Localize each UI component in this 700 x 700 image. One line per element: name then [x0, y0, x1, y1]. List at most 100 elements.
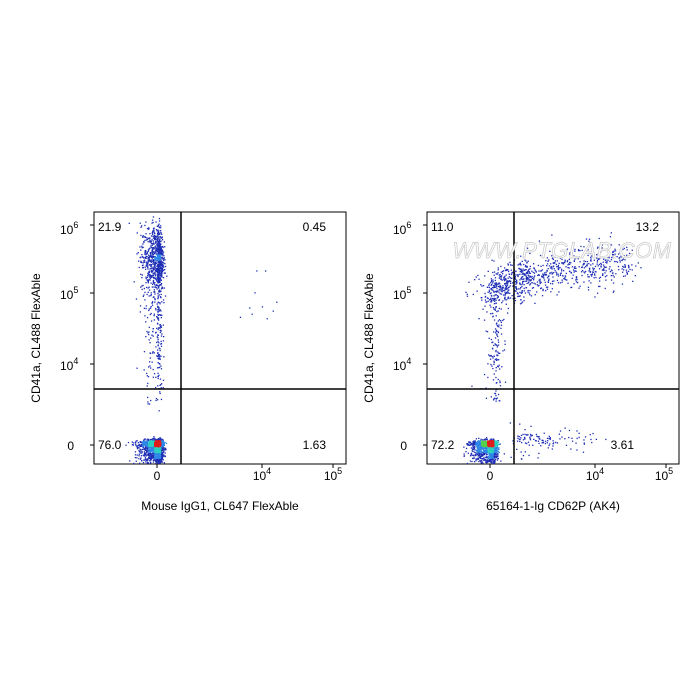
event-dot: [546, 442, 548, 444]
event-dot: [148, 333, 150, 336]
event-dot: [590, 252, 593, 254]
event-dot: [153, 439, 155, 441]
event-dot: [157, 340, 159, 343]
event-dot: [533, 267, 535, 270]
event-dot: [158, 259, 161, 261]
event-dot: [153, 352, 155, 354]
event-dot: [154, 455, 156, 457]
event-dot: [161, 270, 163, 273]
event-dot: [529, 284, 531, 286]
event-dot: [162, 253, 164, 255]
event-dot: [138, 453, 140, 455]
event-dot: [558, 262, 560, 264]
event-dot: [507, 296, 509, 298]
event-dot: [160, 274, 163, 276]
event-dot: [150, 235, 153, 237]
event-dot: [152, 280, 155, 283]
event-dot: [144, 250, 146, 252]
event-dot: [519, 270, 521, 273]
event-dot: [500, 278, 502, 280]
event-dot: [504, 283, 507, 285]
event-dot: [559, 430, 562, 432]
event-dot: [556, 279, 559, 282]
event-dot: [164, 259, 166, 261]
event-dot: [463, 453, 465, 455]
event-dot: [574, 258, 576, 260]
event-dot: [613, 276, 615, 278]
event-dot: [160, 252, 162, 254]
event-dot: [152, 328, 154, 330]
event-dot: [472, 448, 474, 450]
event-dot: [150, 462, 152, 464]
event-dot: [143, 448, 145, 450]
event-dot: [521, 292, 523, 294]
event-dot: [163, 455, 165, 457]
event-dot: [494, 453, 496, 455]
event-dot: [524, 274, 526, 276]
event-dot: [520, 255, 522, 257]
event-dot: [503, 453, 505, 455]
event-dot: [542, 442, 545, 444]
event-dot: [504, 340, 506, 342]
event-dot: [152, 368, 154, 371]
event-dot: [551, 257, 554, 259]
event-dot: [162, 459, 164, 461]
event-dot: [534, 294, 536, 296]
event-dot: [149, 445, 152, 447]
event-dot: [140, 256, 142, 258]
event-dot: [479, 457, 481, 459]
event-dot: [151, 438, 153, 440]
event-dot: [536, 284, 538, 286]
event-dot: [149, 443, 151, 445]
event-dot: [141, 441, 143, 443]
event-dot: [140, 249, 142, 251]
event-dot: [154, 450, 156, 452]
event-dot: [156, 367, 159, 369]
event-dot: [556, 442, 559, 444]
event-dot: [156, 270, 158, 272]
event-dot: [147, 446, 149, 448]
event-dot: [610, 232, 612, 234]
event-dot: [508, 273, 511, 275]
event-dot: [156, 448, 158, 451]
event-dot: [143, 241, 145, 244]
event-dot: [145, 255, 147, 258]
event-dot: [156, 256, 158, 259]
event-dot: [490, 338, 493, 341]
event-dot: [596, 254, 598, 256]
event-dot: [622, 271, 624, 273]
event-dot: [469, 460, 472, 462]
event-dot: [559, 274, 562, 276]
event-dot: [564, 259, 566, 261]
event-dot: [578, 250, 580, 252]
event-dot: [631, 264, 633, 266]
event-dot: [152, 242, 154, 245]
event-dot: [154, 445, 156, 447]
event-dot: [497, 267, 499, 269]
event-dot: [497, 285, 500, 288]
event-dot: [157, 296, 159, 299]
event-dot: [489, 292, 491, 295]
event-dot: [157, 254, 159, 256]
event-dot: [159, 462, 161, 464]
event-dot: [154, 284, 156, 286]
event-dot: [158, 353, 160, 356]
event-dot: [520, 458, 523, 460]
event-dot: [157, 445, 159, 447]
event-dot: [498, 326, 500, 328]
event-dot: [477, 444, 480, 446]
event-dot: [542, 439, 544, 442]
event-dot: [581, 269, 584, 272]
event-dot: [518, 436, 520, 438]
event-dot: [143, 257, 145, 259]
event-dot: [155, 387, 157, 389]
event-dot: [498, 289, 500, 291]
event-dot: [159, 233, 161, 236]
event-dot: [156, 278, 159, 280]
event-dot: [162, 265, 164, 267]
event-dot: [599, 280, 601, 282]
event-dot: [156, 322, 159, 324]
event-dot: [583, 246, 585, 248]
event-dot: [544, 284, 547, 286]
event-dot: [148, 449, 150, 451]
